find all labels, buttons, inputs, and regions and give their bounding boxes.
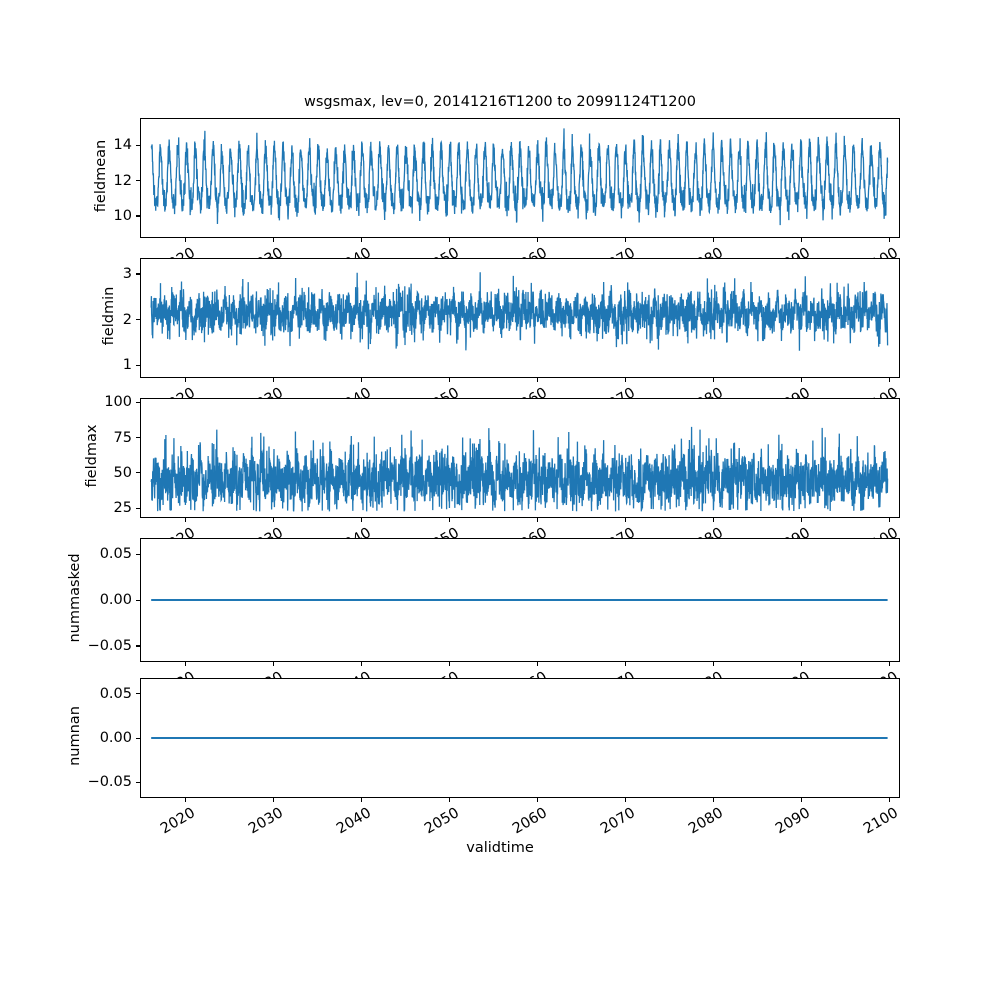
x-tick-mark: [361, 238, 363, 242]
y-axis-label-numnan: numnan: [67, 706, 83, 766]
x-tick-mark: [185, 518, 187, 522]
x-tick-mark: [449, 378, 451, 382]
subplot-nummasked: [140, 538, 900, 662]
x-tick-mark: [888, 518, 891, 522]
y-tick-label: 25: [113, 500, 132, 517]
x-tick-mark: [625, 798, 627, 802]
y-tick-mark: [136, 737, 140, 739]
x-axis-label: validtime: [466, 840, 534, 856]
x-tick-mark: [625, 518, 627, 522]
y-tick-mark: [136, 553, 140, 555]
y-tick-label: 0.05: [99, 546, 132, 563]
y-tick-mark: [136, 319, 140, 321]
y-tick-mark: [136, 437, 140, 439]
y-tick-mark: [136, 144, 140, 146]
y-tick-label: 0.00: [99, 730, 132, 746]
x-tick-mark: [537, 238, 539, 242]
y-axis-label-fieldmax: fieldmax: [84, 424, 101, 488]
x-tick-mark: [713, 798, 715, 802]
y-tick-mark: [136, 215, 140, 217]
x-tick-mark: [449, 518, 451, 522]
x-tick-mark: [537, 378, 539, 382]
x-tick-mark: [800, 378, 803, 382]
x-tick-mark: [888, 662, 891, 666]
x-tick-mark: [185, 238, 187, 242]
y-tick-mark: [136, 693, 140, 695]
y-axis-label-fieldmean: fieldmean: [92, 139, 109, 213]
x-tick-mark: [273, 238, 275, 242]
x-tick-mark: [185, 662, 187, 666]
x-tick-mark: [625, 662, 627, 666]
x-tick-mark: [713, 662, 715, 666]
series-line: [150, 426, 889, 512]
x-tick-mark: [537, 662, 539, 666]
series-line: [150, 128, 889, 226]
x-tick-mark: [888, 378, 891, 382]
y-tick-mark: [136, 273, 140, 275]
y-axis-label-fieldmin: fieldmin: [101, 286, 118, 346]
x-tick-mark: [361, 518, 363, 522]
x-tick-mark: [800, 518, 803, 522]
x-tick-mark: [713, 378, 715, 382]
y-tick-label: 14: [113, 137, 132, 154]
x-tick-mark: [361, 378, 363, 382]
y-tick-label: 50: [113, 464, 132, 481]
x-tick-mark: [713, 518, 715, 522]
y-axis-label-nummasked: nummasked: [67, 553, 83, 643]
y-tick-mark: [136, 472, 140, 474]
x-tick-mark: [273, 662, 275, 666]
y-tick-mark: [136, 401, 140, 403]
x-tick-mark: [361, 798, 363, 802]
x-tick-mark: [537, 798, 539, 802]
x-tick-mark: [713, 238, 715, 242]
y-tick-label: 12: [113, 172, 132, 189]
y-tick-label: −0.05: [87, 637, 132, 654]
y-tick-mark: [136, 781, 140, 784]
y-tick-label: 10: [113, 207, 132, 224]
y-tick-mark: [136, 364, 140, 366]
y-tick-label: −0.05: [87, 774, 132, 791]
y-tick-label: 0.00: [99, 592, 132, 608]
y-tick-mark: [136, 599, 140, 601]
x-tick-mark: [449, 238, 451, 242]
x-tick-mark: [273, 518, 275, 522]
subplot-fieldmean: [140, 118, 900, 238]
x-tick-mark: [625, 238, 627, 242]
y-tick-label: 100: [104, 394, 132, 411]
y-tick-label: 1: [122, 357, 132, 374]
x-tick-mark: [800, 798, 803, 802]
x-tick-mark: [800, 662, 803, 666]
x-tick-mark: [449, 798, 451, 802]
y-tick-label: 2: [122, 311, 132, 328]
subplot-numnan: [140, 678, 900, 798]
y-tick-label: 75: [113, 429, 132, 446]
x-tick-mark: [625, 378, 627, 382]
y-tick-mark: [136, 180, 140, 182]
x-tick-mark: [800, 238, 803, 242]
x-tick-mark: [361, 662, 363, 666]
x-tick-mark: [185, 378, 187, 382]
x-tick-mark: [888, 238, 891, 242]
x-tick-mark: [449, 662, 451, 666]
subplot-fieldmin: [140, 258, 900, 378]
x-tick-mark: [273, 378, 275, 382]
x-tick-mark: [888, 798, 891, 802]
figure-title: wsgsmax, lev=0, 20141216T1200 to 2099112…: [303, 94, 696, 110]
y-tick-label: 0.05: [99, 685, 132, 702]
series-line: [150, 272, 889, 351]
x-tick-mark: [537, 518, 539, 522]
subplot-fieldmax: [140, 398, 900, 518]
x-tick-mark: [185, 798, 187, 802]
y-tick-mark: [136, 645, 140, 647]
y-tick-label: 3: [122, 265, 132, 282]
y-tick-mark: [136, 507, 140, 509]
x-tick-mark: [273, 798, 275, 802]
